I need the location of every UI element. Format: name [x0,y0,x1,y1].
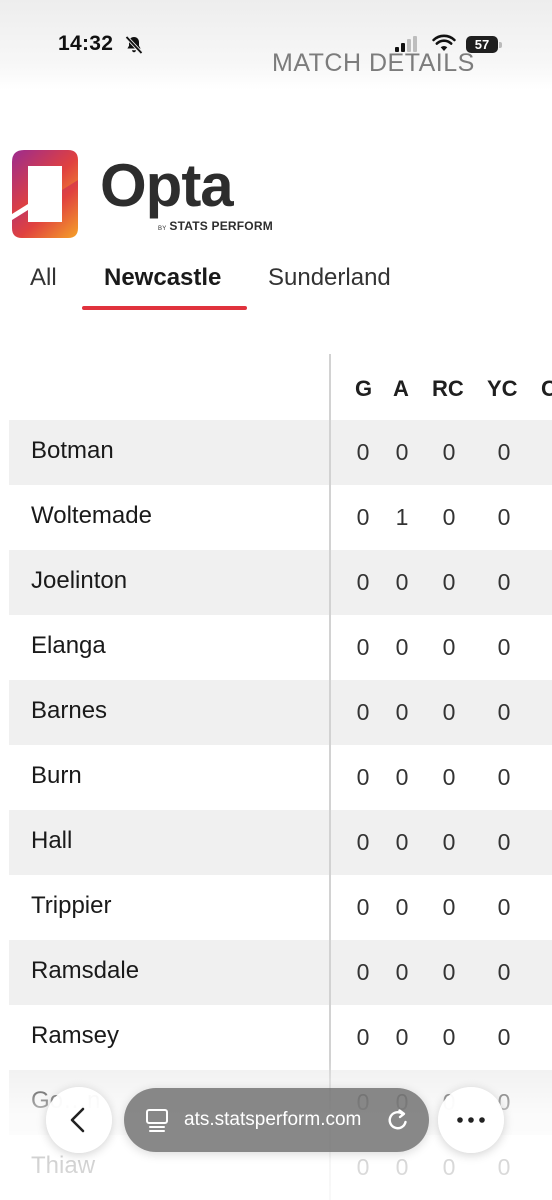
stat-a: 0 [395,1024,409,1050]
battery-icon: 57 [466,36,502,53]
battery-tip [499,42,502,48]
player-name: Burn [31,762,82,789]
tab-sunderland[interactable]: Sunderland [268,264,391,291]
status-time: 14:32 [58,32,114,55]
stat-rc: 0 [442,764,456,790]
table-row[interactable]: Hall 0 0 0 0 [9,810,552,875]
table-row[interactable]: Ramsdale 0 0 0 0 [9,940,552,1005]
table-row[interactable]: Burn 0 0 0 0 [9,745,552,810]
stat-yc: 0 [497,699,511,725]
player-name: Elanga [31,632,106,659]
column-header-a[interactable]: A [393,376,409,401]
stat-yc: 0 [497,439,511,465]
stat-yc: 0 [497,634,511,660]
stat-a: 0 [395,894,409,920]
table-row[interactable]: Woltemade 0 1 0 0 [9,485,552,550]
tab-all[interactable]: All [30,264,57,291]
stat-rc: 0 [442,829,456,855]
stat-rc: 0 [442,959,456,985]
stat-g: 0 [356,439,370,465]
stat-g: 0 [356,829,370,855]
column-divider [329,354,331,1200]
chevron-left-icon [70,1107,85,1133]
stat-a: 0 [395,959,409,985]
stat-a: 0 [395,764,409,790]
stat-yc: 0 [497,504,511,530]
address-bar[interactable]: ats.statsperform.com [124,1088,429,1152]
stat-yc: 0 [497,829,511,855]
stat-g: 0 [356,764,370,790]
wifi-icon [432,34,456,51]
url-text[interactable]: ats.statsperform.com [184,1109,362,1130]
column-header-g[interactable]: G [355,376,373,401]
column-header-rc[interactable]: RC [432,376,464,401]
table-row[interactable]: Barnes 0 0 0 0 [9,680,552,745]
back-button[interactable] [46,1087,112,1153]
stat-a: 1 [395,504,409,530]
stat-rc: 0 [442,504,456,530]
opta-logo-word: Opta [100,152,234,219]
battery-level: 57 [466,36,498,53]
stat-g: 0 [356,1024,370,1050]
player-name: Ramsdale [31,957,140,984]
table-row[interactable]: Botman 0 0 0 0 [9,420,552,485]
opta-logo-sub: BY STATS PERFORM [158,219,273,233]
stat-rc: 0 [442,699,456,725]
more-icon [457,1117,485,1123]
more-button[interactable] [438,1087,504,1153]
stat-rc: 0 [442,569,456,595]
column-header-c[interactable]: C [541,376,552,401]
tab-overview-icon [146,1109,168,1132]
signal-icon [395,36,417,52]
reload-icon[interactable] [386,1107,410,1133]
table-row[interactable]: Ramsey 0 0 0 0 [9,1005,552,1070]
team-tabs: All Newcastle Sunderland [0,258,552,314]
player-name: Woltemade [31,502,152,529]
table-row[interactable]: Elanga 0 0 0 0 [9,615,552,680]
stat-g: 0 [356,699,370,725]
logo-stats-perform: STATS PERFORM [169,219,273,233]
player-name: Ramsey [31,1022,120,1049]
stat-yc: 0 [497,894,511,920]
stat-a: 0 [395,829,409,855]
stat-g: 0 [356,504,370,530]
stat-rc: 0 [442,1024,456,1050]
stat-yc: 0 [497,569,511,595]
opta-logo-mark [12,150,78,238]
stat-g: 0 [356,894,370,920]
page-heading: MATCH DETAILS [272,49,475,77]
table-row[interactable]: Trippier 0 0 0 0 [9,875,552,940]
stat-yc: 0 [497,959,511,985]
logo-by: BY [158,226,167,232]
bell-slash-icon [125,35,143,55]
tab-newcastle[interactable]: Newcastle [104,264,222,291]
stat-a: 0 [395,699,409,725]
stat-yc: 0 [497,764,511,790]
stat-a: 0 [395,634,409,660]
stat-g: 0 [356,634,370,660]
stats-table-header: G A RC YC C [0,356,552,418]
player-name: Botman [31,437,114,464]
active-tab-indicator [82,306,247,310]
stat-a: 0 [395,569,409,595]
stat-yc: 0 [497,1024,511,1050]
stat-rc: 0 [442,634,456,660]
stat-rc: 0 [442,439,456,465]
stat-g: 0 [356,569,370,595]
player-name: Barnes [31,697,108,724]
player-name: Hall [31,827,73,854]
table-row[interactable]: Joelinton 0 0 0 0 [9,550,552,615]
column-header-yc[interactable]: YC [487,376,518,401]
stat-g: 0 [356,959,370,985]
stat-a: 0 [395,439,409,465]
status-bar: 14:32 57 MATCH DETAILS [0,0,552,90]
stat-rc: 0 [442,894,456,920]
player-name: Trippier [31,892,112,919]
player-name: Joelinton [31,567,128,594]
